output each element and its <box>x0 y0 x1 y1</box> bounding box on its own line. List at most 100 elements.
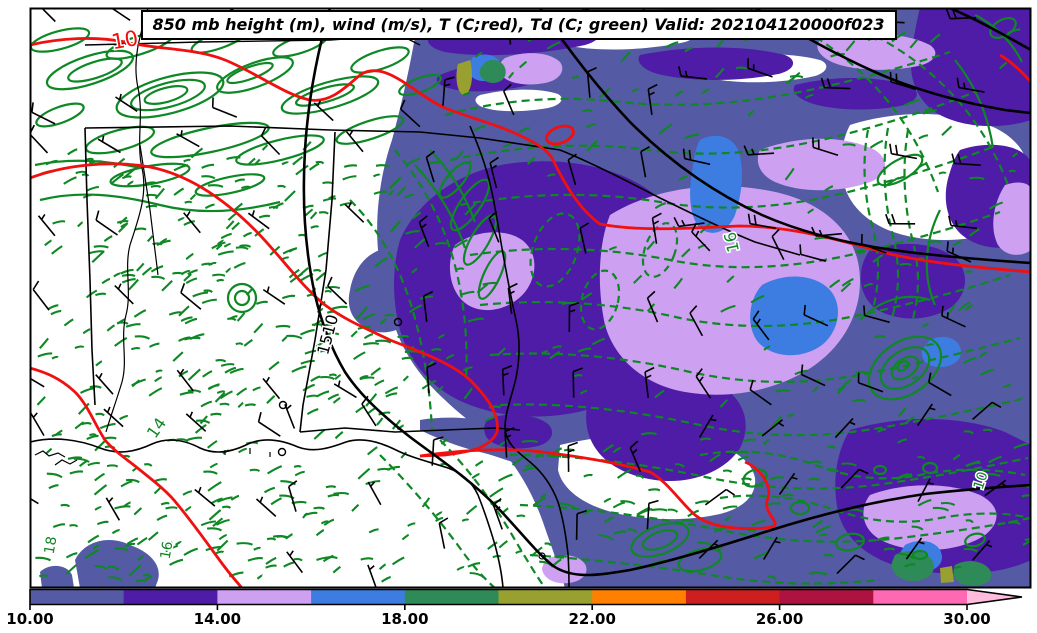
dewpoint-speckle <box>309 211 318 220</box>
dewpoint-speckle <box>207 440 218 449</box>
fill-blob <box>40 565 74 587</box>
dewpoint-speckle <box>91 250 105 263</box>
dewpoint-speckle <box>785 77 795 84</box>
dewpoint-speckle <box>836 386 845 395</box>
dewpoint-speckle <box>113 272 121 278</box>
dewpoint-speckle <box>81 422 92 426</box>
dewpoint-speckle <box>87 534 100 544</box>
dewpoint-solid-loop <box>789 500 811 516</box>
dewpoint-speckle <box>294 470 305 477</box>
dewpoint-speckle <box>281 161 289 166</box>
dewpoint-speckle <box>94 564 108 571</box>
dewpoint-speckle <box>216 496 233 503</box>
calm-wind-icon <box>278 400 288 410</box>
dewpoint-speckle <box>820 572 828 576</box>
dewpoint-speckle <box>763 345 771 351</box>
dewpoint-speckle <box>154 187 165 200</box>
dewpoint-speckle <box>952 453 961 461</box>
dewpoint-speckle <box>51 245 63 255</box>
dewpoint-speckle <box>216 390 226 394</box>
wind-barb-icon <box>31 378 45 388</box>
wind-barb-icon <box>678 66 707 80</box>
wind-barb-icon <box>861 233 887 254</box>
dewpoint-speckle <box>982 428 993 433</box>
dewpoint-speckle <box>130 346 141 351</box>
dewpoint-speckle <box>201 163 215 169</box>
dewpoint-speckle <box>750 294 765 304</box>
dewpoint-speckle <box>404 193 414 199</box>
dewpoint-speckle <box>963 547 978 553</box>
colorbar-segment <box>30 589 125 605</box>
dewpoint-speckle <box>121 278 136 284</box>
dewpoint-speckle <box>247 557 263 562</box>
dewpoint-speckle <box>183 158 191 163</box>
wind-barb-icon <box>286 550 304 574</box>
colorbar-segment <box>779 589 874 605</box>
dewpoint-speckle <box>124 542 136 548</box>
dewpoint-dashed-contour <box>489 336 1021 383</box>
dewpoint-speckle <box>51 355 59 360</box>
wind-barb-icon <box>799 244 827 262</box>
geo-line <box>559 149 801 256</box>
dewpoint-speckle <box>978 351 988 358</box>
dewpoint-speckle <box>148 531 159 541</box>
colorbar-segment <box>217 589 312 605</box>
dewpoint-speckle <box>435 385 444 393</box>
wind-barb-icon <box>836 554 865 575</box>
dewpoint-speckle <box>107 565 120 571</box>
dewpoint-speckle <box>94 472 105 482</box>
dewpoint-speckle <box>917 498 932 507</box>
dewpoint-speckle <box>722 505 738 510</box>
fill-blob <box>475 89 562 112</box>
dewpoint-speckle <box>323 518 335 526</box>
dewpoint-speckle <box>511 454 526 466</box>
dewpoint-speckle <box>206 527 223 532</box>
dewpoint-speckle <box>807 208 814 214</box>
dewpoint-solid-loop <box>742 468 768 488</box>
dewpoint-solid-loop <box>226 282 258 314</box>
dewpoint-speckle <box>207 383 220 391</box>
dewpoint-speckle <box>304 208 314 217</box>
dewpoint-speckle <box>489 487 504 498</box>
dewpoint-speckle <box>146 235 154 243</box>
wind-barb-icon <box>426 362 437 394</box>
dewpoint-speckle <box>863 283 874 288</box>
dewpoint-speckle <box>205 545 222 552</box>
dewpoint-speckle <box>226 156 241 161</box>
dewpoint-speckle <box>405 230 420 235</box>
dewpoint-speckle <box>223 243 232 248</box>
dewpoint-speckle <box>965 461 981 467</box>
dewpoint-speckle <box>101 277 111 285</box>
dewpoint-speckle <box>747 109 755 117</box>
dewpoint-speckle <box>63 318 74 327</box>
wind-barb-icon <box>651 212 662 244</box>
wind-barb-icon <box>260 126 281 156</box>
wind-barb-icon <box>905 537 925 560</box>
dewpoint-speckle <box>215 243 223 251</box>
dewpoint-speckle <box>808 477 821 482</box>
dewpoint-speckle <box>183 220 195 226</box>
dewpoint-speckle <box>354 284 370 292</box>
fill-blob <box>690 135 742 233</box>
dewpoint-speckle <box>421 497 431 508</box>
dewpoint-speckle <box>904 563 916 568</box>
colorbar-segment <box>685 589 781 605</box>
dewpoint-speckle <box>722 469 733 473</box>
dewpoint-speckle <box>678 175 688 181</box>
dewpoint-speckle <box>355 405 366 414</box>
fill-blob <box>449 232 535 311</box>
dewpoint-speckle <box>253 546 262 551</box>
wind-barb-icon <box>431 436 444 466</box>
colorbar-segment <box>592 589 687 605</box>
dewpoint-solid-loop <box>143 85 189 105</box>
dewpoint-speckle <box>402 375 409 382</box>
dewpoint-speckle <box>492 554 502 559</box>
dewpoint-dashed-contour <box>903 129 920 323</box>
wind-barb-icon <box>698 539 720 559</box>
temperature-contour <box>31 37 554 159</box>
dewpoint-speckle <box>119 414 129 421</box>
dewpoint-speckle <box>187 269 198 276</box>
fill-blob <box>993 182 1030 255</box>
dewpoint-speckle <box>571 75 580 80</box>
wind-barb-icon <box>31 124 49 154</box>
